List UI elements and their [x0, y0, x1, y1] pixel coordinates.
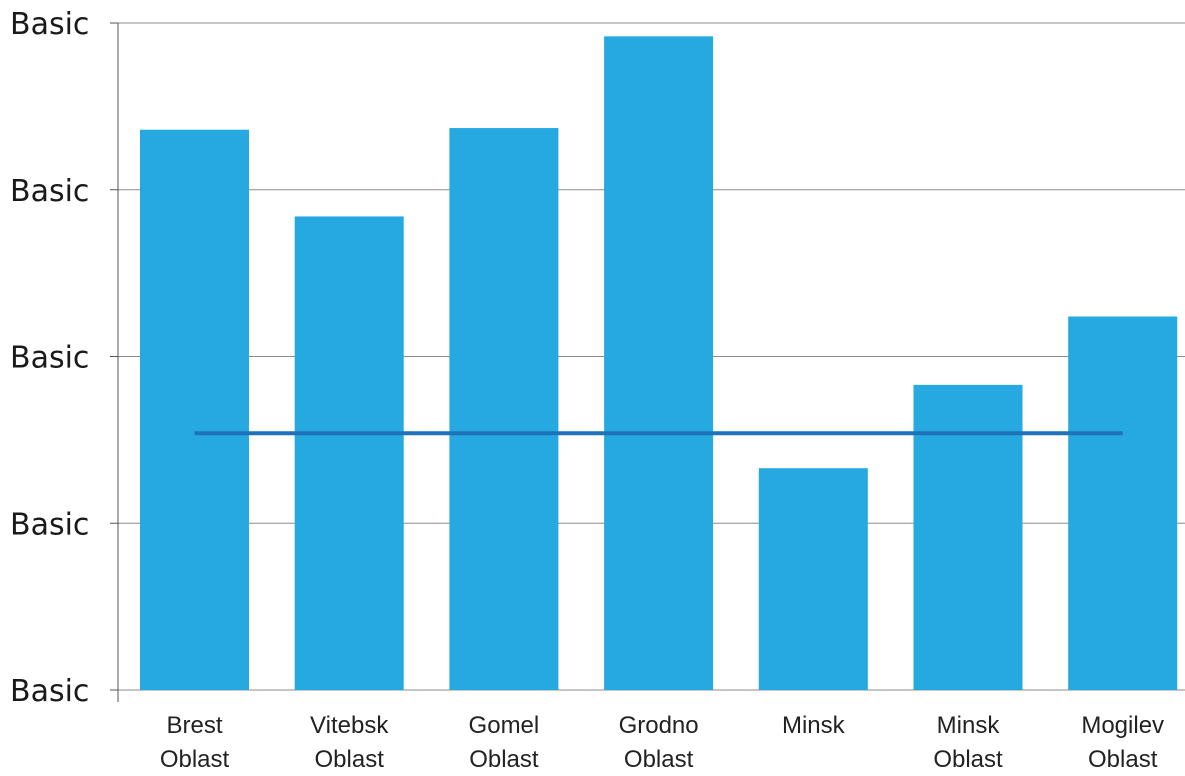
x-category-label-line: Brest — [166, 712, 222, 739]
bar-4 — [758, 468, 868, 690]
x-category-label-5: Minsk Oblast — [933, 712, 1003, 773]
x-category-label-3: Grodno Oblast — [619, 712, 699, 773]
x-category-label-6: Mogilev Oblast — [1081, 712, 1164, 773]
y-tick-label-1: Basic — [10, 507, 89, 542]
y-tick-label-3: Basic — [10, 174, 89, 209]
x-category-label-line: Oblast — [624, 746, 694, 773]
x-category-label-line: Oblast — [933, 746, 1003, 773]
x-category-label-line: Oblast — [469, 746, 539, 773]
bar-6 — [1068, 316, 1178, 690]
y-tick-label-2: Basic — [10, 341, 89, 376]
x-category-label-line: Gomel — [469, 712, 540, 739]
x-category-label-line: Oblast — [315, 746, 385, 773]
x-category-label-line: Oblast — [1088, 746, 1158, 773]
x-category-label-2: Gomel Oblast — [469, 712, 540, 773]
x-category-label-line: Minsk — [937, 712, 1001, 739]
y-tick-label-0: Basic — [10, 674, 89, 709]
x-category-label-line: Grodno — [619, 712, 699, 739]
bars — [140, 36, 1178, 691]
bar-3 — [604, 36, 714, 690]
bar-2 — [449, 128, 559, 691]
y-tick-labels: Basic Basic Basic Basic Basic — [10, 7, 89, 709]
x-category-label-0: Brest Oblast — [160, 712, 230, 773]
bar-0 — [140, 129, 249, 691]
x-category-label-4: Minsk — [782, 712, 846, 739]
x-category-label-line: Minsk — [782, 712, 846, 739]
x-category-label-1: Vitebsk Oblast — [310, 712, 389, 773]
bar-1 — [294, 216, 404, 690]
x-category-label-line: Mogilev — [1081, 712, 1164, 739]
y-axis — [110, 22, 119, 702]
x-category-label-line: Oblast — [160, 746, 230, 773]
bar-5 — [913, 384, 1023, 690]
x-category-label-line: Vitebsk — [310, 712, 389, 739]
y-tick-label-4: Basic — [10, 7, 89, 42]
